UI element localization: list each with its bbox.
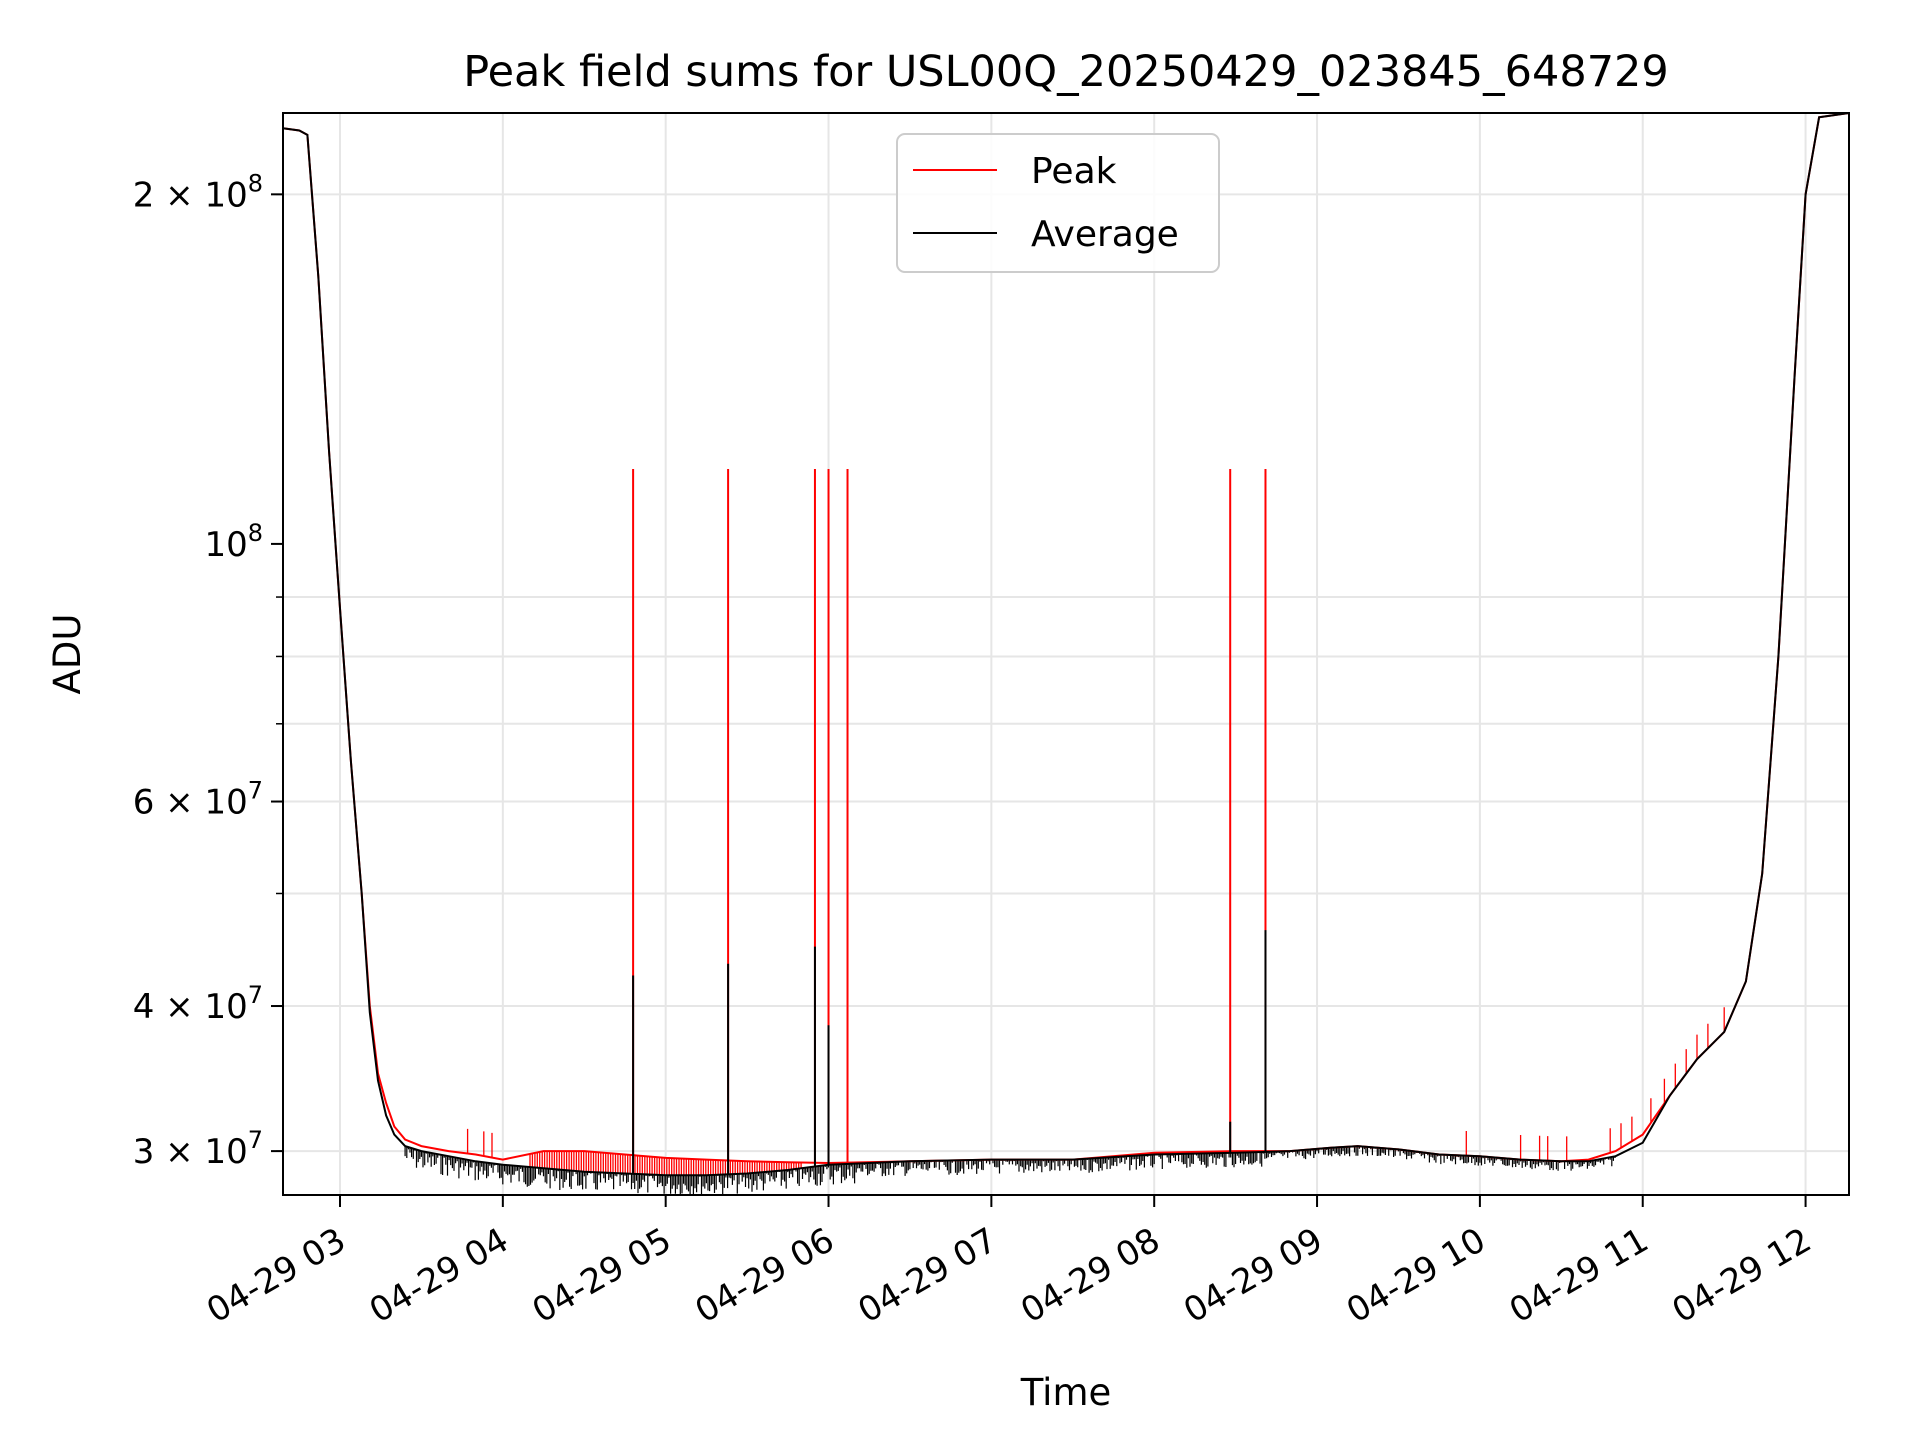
y-tick-base: 4 × 10: [133, 987, 248, 1027]
x-tick-label: 04-29 11: [1503, 1220, 1655, 1331]
plot-frame: [282, 112, 1850, 1196]
y-tick-label: 108: [204, 519, 263, 565]
x-tick-label: 04-29 05: [526, 1220, 678, 1331]
y-tick-base: 3 × 10: [133, 1132, 248, 1172]
y-tick-base: 2 × 10: [133, 175, 248, 215]
x-tick-label: 04-29 10: [1340, 1220, 1492, 1331]
y-tick-exponent: 8: [248, 519, 263, 547]
x-tick-layer: 04-29 03 04-29 04 04-29 05 04-29 06 04-29 07…: [200, 1195, 1818, 1331]
y-tick-label: 4 × 107: [133, 981, 263, 1027]
y-tick-exponent: 7: [248, 1126, 263, 1154]
y-axis-label: ADU: [46, 614, 89, 695]
x-tick-label: 04-29 09: [1177, 1220, 1329, 1331]
grid-layer: [283, 113, 1849, 1195]
x-tick-label: 04-29 08: [1014, 1220, 1166, 1331]
x-tick-label: 04-29 06: [689, 1220, 841, 1331]
y-tick-label: 3 × 107: [133, 1126, 263, 1172]
chart-title: Peak field sums for USL00Q_20250429_0238…: [463, 47, 1669, 97]
legend-label-peak: Peak: [1031, 151, 1117, 192]
y-tick-exponent: 7: [248, 981, 263, 1009]
x-tick-label: 04-29 03: [200, 1220, 352, 1331]
y-tick-exponent: 8: [248, 169, 263, 197]
y-tick-base: 6 × 10: [133, 783, 248, 823]
noise-layer: [404, 1007, 1725, 1196]
series-layer: [282, 112, 1850, 1177]
peak-noise-band: [466, 1007, 1725, 1176]
legend-label-average: Average: [1031, 214, 1179, 255]
x-axis-label: Time: [1020, 1371, 1112, 1414]
y-tick-base: 10: [204, 525, 247, 565]
x-tick-label: 04-29 12: [1666, 1220, 1818, 1331]
average-series-line: [282, 112, 1850, 1177]
y-tick-label: 2 × 108: [133, 169, 263, 215]
x-tick-label: 04-29 07: [851, 1220, 1003, 1331]
y-tick-label: 6 × 107: [133, 777, 263, 823]
legend-box: [896, 133, 1220, 273]
x-tick-label: 04-29 04: [363, 1220, 515, 1331]
y-tick-exponent: 7: [248, 777, 263, 805]
legend: Peak Average: [896, 133, 1220, 273]
